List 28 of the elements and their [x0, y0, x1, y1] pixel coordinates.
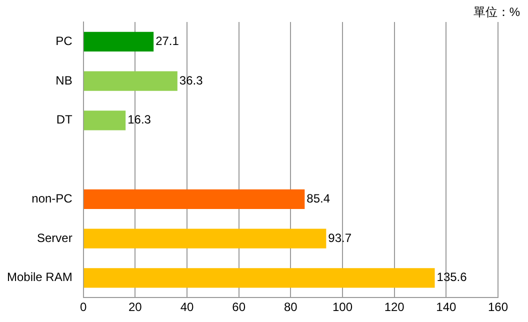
- x-tick-label: 160: [488, 300, 508, 314]
- x-tick-label: 60: [232, 300, 246, 314]
- bar: [84, 32, 154, 52]
- data-label: 27.1: [156, 34, 180, 48]
- x-tick-label: 120: [384, 300, 405, 314]
- x-tick-label: 100: [332, 300, 353, 314]
- bar: [84, 268, 435, 288]
- x-tick-label: 140: [436, 300, 456, 314]
- y-tick-label: NB: [56, 73, 72, 88]
- data-label: 135.6: [436, 270, 468, 284]
- bar: [84, 189, 305, 210]
- y-tick-label: DT: [56, 112, 74, 127]
- data-label: 36.3: [179, 73, 204, 88]
- bar: [84, 71, 178, 91]
- bar: [84, 228, 326, 248]
- y-tick-label: Mobile RAM: [6, 270, 72, 284]
- data-label: 85.4: [306, 191, 330, 206]
- y-tick-label: PC: [56, 34, 73, 48]
- bar: [84, 110, 126, 130]
- text: 單位：%: [473, 4, 520, 21]
- x-tick-label: 0: [80, 300, 88, 314]
- y-tick-label: non-PC: [32, 191, 73, 206]
- x-tick-label: 80: [284, 300, 298, 314]
- y-tick-label: Server: [37, 230, 72, 245]
- data-label: 16.3: [128, 112, 152, 127]
- data-label: 93.7: [328, 230, 352, 245]
- x-tick-label: 20: [128, 300, 142, 314]
- x-tick-label: 40: [180, 300, 194, 314]
